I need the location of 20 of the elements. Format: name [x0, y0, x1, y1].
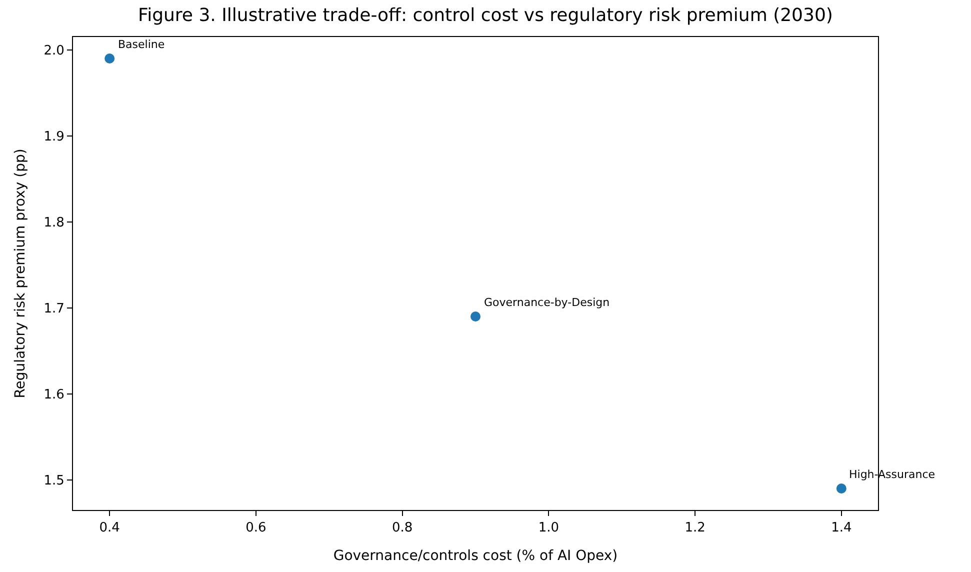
x-axis-title: Governance/controls cost (% of AI Opex): [333, 548, 618, 564]
y-tick-label: 1.5: [44, 473, 64, 488]
x-tick-label: 0.8: [392, 520, 413, 536]
x-tick-label: 1.0: [538, 520, 560, 536]
x-tick-label: 0.4: [99, 520, 120, 536]
y-tick-label: 1.8: [44, 215, 64, 230]
chart-title: Figure 3. Illustrative trade-off: control cost vs regulatory risk premium (2030): [138, 5, 833, 26]
y-tick-label: 1.7: [44, 301, 64, 316]
point: [104, 54, 115, 64]
y-tick-label: 2.0: [44, 43, 64, 58]
annotation: Baseline: [118, 38, 165, 51]
annotation: Governance-by-Design: [484, 296, 610, 309]
x-tick-label: 1.2: [684, 520, 706, 536]
x-tick-label: 0.6: [246, 520, 266, 536]
point: [470, 312, 480, 322]
point: [836, 484, 846, 494]
y-tick-label: 1.9: [44, 129, 64, 144]
y-tick-label: 1.6: [44, 387, 64, 402]
x-tick-label: 1.4: [831, 520, 852, 536]
y-axis-title: Regulatory risk premium proxy (pp): [12, 148, 28, 398]
